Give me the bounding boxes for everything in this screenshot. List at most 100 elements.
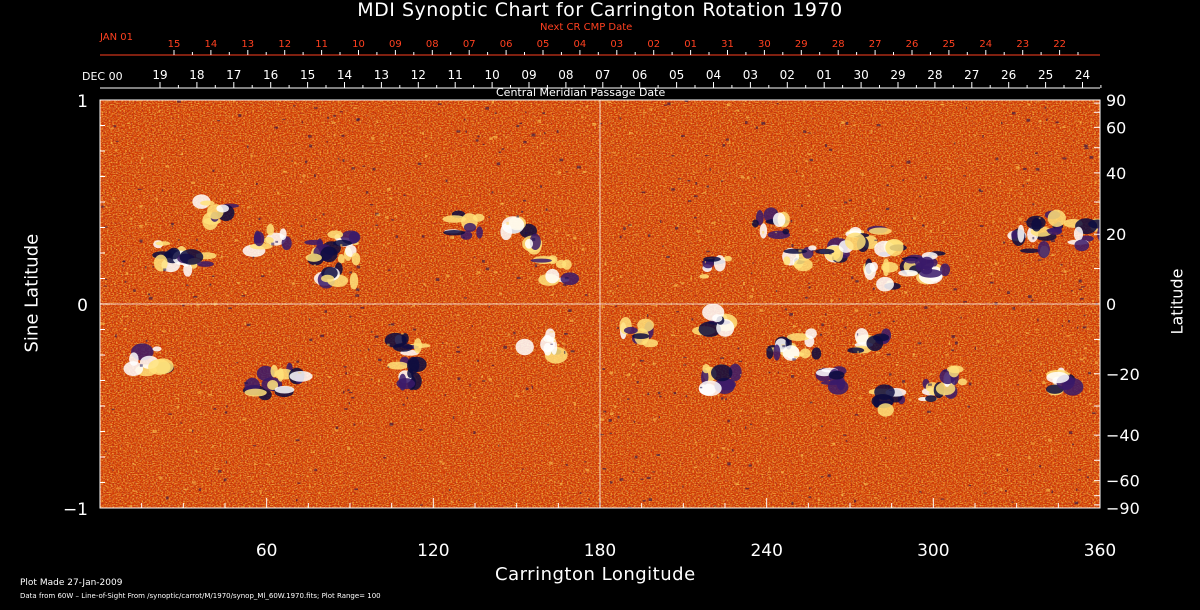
flux-speckle <box>464 118 466 121</box>
flux-speckle <box>212 445 214 448</box>
flux-speckle <box>616 285 619 287</box>
flux-speckle <box>639 359 644 362</box>
flux-speckle <box>886 184 889 187</box>
flux-speckle <box>790 375 795 378</box>
flux-speckle <box>1094 181 1097 184</box>
flux-speckle <box>845 121 849 125</box>
flux-speckle <box>989 281 994 284</box>
flux-speckle <box>293 147 295 149</box>
flux-speckle <box>524 232 528 235</box>
flux-speckle <box>456 314 460 316</box>
next-cmp-date-label: 09 <box>389 39 402 50</box>
flux-speckle <box>888 373 892 376</box>
negative-flux-patch <box>1011 230 1018 240</box>
flux-speckle <box>209 283 212 286</box>
flux-speckle <box>793 324 796 328</box>
flux-speckle <box>1062 157 1067 160</box>
flux-speckle <box>540 185 543 188</box>
flux-speckle <box>1018 464 1021 466</box>
cmp-date-label: 17 <box>226 68 241 82</box>
flux-speckle <box>1078 279 1082 283</box>
flux-speckle <box>721 397 724 400</box>
positive-flux-patch <box>305 253 322 262</box>
flux-speckle <box>791 501 794 505</box>
flux-speckle <box>604 262 607 266</box>
x-tick-label: 120 <box>417 541 449 561</box>
flux-speckle <box>533 116 536 118</box>
flux-speckle <box>362 165 366 167</box>
flux-speckle <box>342 159 345 163</box>
flux-speckle <box>450 501 454 503</box>
flux-speckle <box>652 362 656 365</box>
flux-speckle <box>145 339 148 342</box>
flux-speckle <box>195 450 198 453</box>
flux-speckle <box>1038 259 1042 261</box>
flux-speckle <box>218 341 221 345</box>
flux-speckle <box>137 188 142 191</box>
flux-speckle <box>1027 456 1031 459</box>
flux-speckle <box>963 175 967 177</box>
flux-speckle <box>606 385 608 387</box>
flux-speckle <box>471 325 473 327</box>
flux-speckle <box>474 256 476 258</box>
flux-speckle <box>441 463 445 465</box>
flux-speckle <box>294 280 296 282</box>
flux-speckle <box>349 315 352 318</box>
cmp-date-label: 14 <box>337 68 352 82</box>
flux-speckle <box>659 129 662 132</box>
flux-speckle <box>424 154 428 158</box>
flux-speckle <box>1082 326 1087 329</box>
flux-speckle <box>633 470 635 473</box>
flux-speckle <box>727 462 731 466</box>
flux-speckle <box>445 275 450 277</box>
flux-speckle <box>176 405 180 409</box>
flux-speckle <box>376 120 378 124</box>
flux-speckle <box>166 496 169 500</box>
flux-speckle <box>445 342 448 345</box>
positive-flux-patch <box>183 263 193 277</box>
flux-speckle <box>619 235 622 239</box>
flux-speckle <box>258 490 263 492</box>
flux-speckle <box>459 277 464 279</box>
flux-speckle <box>212 275 215 277</box>
flux-speckle <box>199 413 203 415</box>
flux-speckle <box>253 445 257 447</box>
flux-speckle <box>1074 501 1079 505</box>
cmp-date-label: 03 <box>743 68 758 82</box>
flux-speckle <box>565 171 568 173</box>
positive-flux-patch <box>524 238 534 249</box>
flux-speckle <box>794 355 798 358</box>
flux-speckle <box>516 276 521 280</box>
negative-flux-patch <box>384 332 407 348</box>
cmp-date-label: 01 <box>817 68 832 82</box>
flux-speckle <box>671 155 675 157</box>
negative-flux-patch <box>919 269 942 278</box>
flux-speckle <box>482 143 485 146</box>
flux-speckle <box>425 214 427 216</box>
flux-speckle <box>886 353 891 356</box>
flux-speckle <box>1056 495 1061 497</box>
flux-speckle <box>223 478 227 482</box>
flux-speckle <box>881 109 883 111</box>
flux-speckle <box>348 402 350 405</box>
flux-speckle <box>450 235 455 239</box>
flux-speckle <box>482 380 486 382</box>
flux-speckle <box>872 287 875 290</box>
flux-speckle <box>919 195 922 197</box>
flux-speckle <box>951 335 956 338</box>
flux-speckle <box>125 271 129 275</box>
flux-speckle <box>565 463 568 466</box>
flux-speckle <box>339 111 343 113</box>
flux-speckle <box>675 311 680 313</box>
flux-speckle <box>626 373 631 377</box>
flux-speckle <box>481 325 484 328</box>
flux-speckle <box>926 410 931 413</box>
flux-speckle <box>1012 307 1016 310</box>
negative-flux-patch <box>167 247 181 260</box>
flux-speckle <box>694 466 698 468</box>
flux-speckle <box>757 460 759 463</box>
flux-speckle <box>158 110 161 113</box>
flux-speckle <box>896 442 900 445</box>
flux-speckle <box>825 313 827 316</box>
